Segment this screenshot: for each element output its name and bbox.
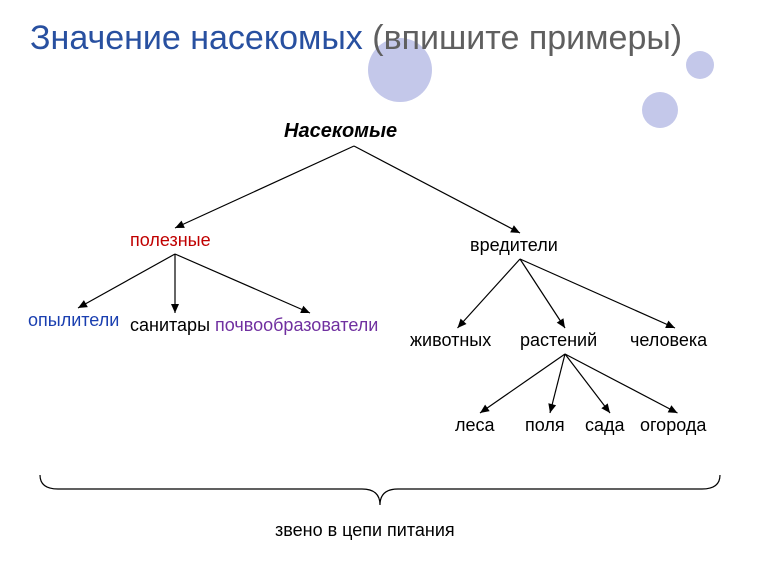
node-soil: почвообразователи: [215, 315, 378, 336]
decor-circle: [642, 92, 678, 128]
node-forest: леса: [455, 415, 495, 436]
arrow: [78, 254, 175, 308]
arrow: [565, 354, 678, 413]
arrow: [520, 259, 565, 328]
node-plants: растений: [520, 330, 597, 351]
title-rest: (впишите примеры): [363, 19, 682, 57]
node-vegetable: огорода: [640, 415, 706, 436]
node-human: человека: [630, 330, 707, 351]
node-root: Насекомые: [284, 120, 397, 143]
decor-circle: [686, 51, 714, 79]
node-useful: полезные: [130, 230, 211, 251]
node-pests: вредители: [470, 235, 558, 256]
node-field: поля: [525, 415, 565, 436]
arrow: [175, 254, 310, 313]
node-animals: животных: [410, 330, 491, 351]
title-accent: Значение насекомых: [30, 19, 363, 57]
arrow: [548, 354, 565, 413]
arrow: [480, 354, 565, 413]
arrow: [458, 259, 521, 328]
node-sanit: санитары: [130, 315, 210, 336]
arrow: [171, 254, 179, 313]
node-garden: сада: [585, 415, 625, 436]
arrow: [354, 146, 520, 233]
arrow: [565, 354, 610, 413]
slide-title: Значение насекомых (впишите примеры): [30, 18, 682, 59]
slide: { "canvas": { "width": 768, "height": 57…: [0, 0, 768, 576]
arrow: [520, 259, 675, 328]
node-pollin: опылители: [28, 310, 119, 331]
summary-brace: [40, 475, 720, 505]
arrow: [175, 146, 354, 228]
node-foodchain: звено в цепи питания: [275, 520, 455, 541]
